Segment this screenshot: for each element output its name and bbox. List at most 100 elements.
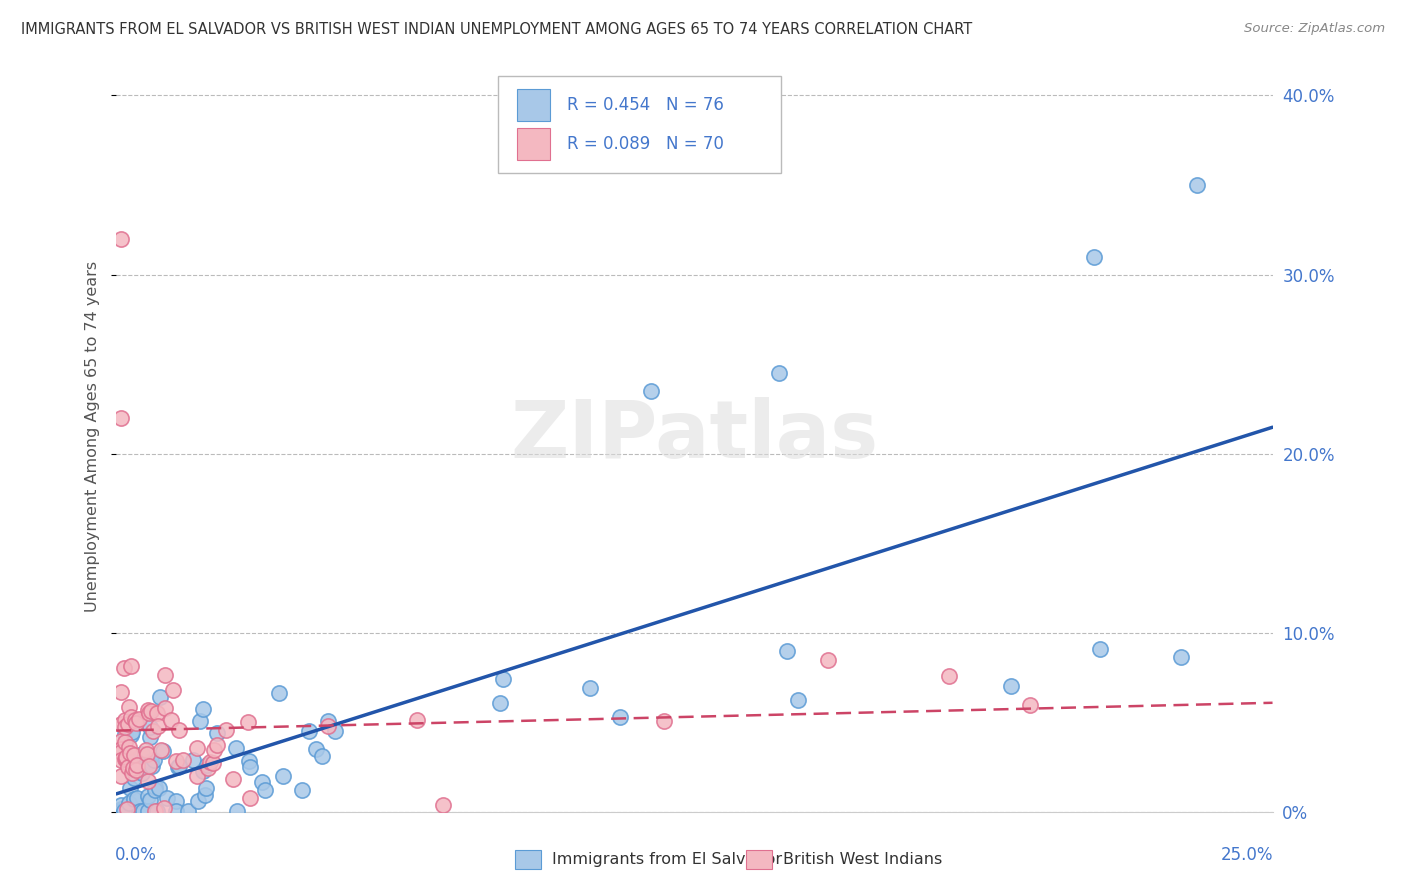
Point (143, 804, 166, 818)
Point (120, 659, 142, 673)
Point (110, 685, 132, 699)
Point (194, 788, 217, 802)
Point (138, 759, 160, 773)
Point (122, 792, 145, 806)
Point (165, 794, 187, 808)
Point (1185, 178, 1208, 192)
Point (316, 714, 339, 728)
Point (165, 804, 187, 818)
Point (186, 794, 208, 808)
Point (166, 760, 188, 774)
Point (112, 661, 135, 675)
Point (138, 804, 160, 818)
Point (146, 719, 169, 733)
Point (153, 801, 176, 815)
Point (120, 728, 142, 742)
Point (132, 804, 155, 818)
Text: ZIPatlas: ZIPatlas (510, 397, 879, 475)
Point (135, 747, 157, 762)
Point (153, 701, 176, 715)
Point (142, 753, 165, 767)
Point (114, 751, 136, 765)
Point (110, 804, 132, 818)
Point (159, 713, 181, 727)
Point (114, 727, 136, 741)
Point (118, 740, 141, 755)
Point (121, 725, 143, 739)
Point (1019, 698, 1042, 713)
Point (138, 792, 160, 806)
Point (239, 791, 262, 805)
Point (142, 724, 165, 739)
Point (146, 804, 169, 818)
Point (110, 798, 132, 813)
Text: 25.0%: 25.0% (1222, 847, 1274, 864)
Point (112, 804, 135, 818)
Point (817, 653, 839, 667)
Point (172, 753, 194, 767)
Point (1170, 650, 1192, 665)
Point (238, 754, 260, 768)
Point (110, 802, 132, 816)
Point (139, 704, 162, 718)
Point (195, 780, 218, 795)
Point (768, 366, 790, 380)
Point (654, 714, 676, 728)
Point (488, 696, 510, 710)
Point (1083, 250, 1105, 264)
Bar (747, 850, 772, 869)
Point (152, 744, 174, 758)
Point (127, 758, 149, 772)
Point (195, 757, 218, 772)
Point (492, 672, 515, 686)
Point (114, 735, 136, 749)
Point (141, 754, 163, 768)
Point (176, 804, 198, 818)
Point (122, 760, 145, 774)
Point (110, 717, 132, 731)
Point (114, 713, 136, 727)
Point (114, 752, 136, 766)
Point (214, 723, 236, 737)
Point (1088, 642, 1111, 657)
Point (200, 755, 222, 769)
Point (787, 692, 810, 706)
Point (124, 755, 146, 769)
Point (250, 775, 273, 789)
Point (125, 715, 148, 730)
Point (205, 739, 228, 753)
Text: Source: ZipAtlas.com: Source: ZipAtlas.com (1244, 22, 1385, 36)
Point (156, 790, 179, 805)
Point (149, 743, 172, 757)
Point (125, 764, 148, 778)
Point (938, 669, 960, 683)
Point (128, 712, 150, 726)
Text: IMMIGRANTS FROM EL SALVADOR VS BRITISH WEST INDIAN UNEMPLOYMENT AMONG AGES 65 TO: IMMIGRANTS FROM EL SALVADOR VS BRITISH W… (21, 22, 973, 37)
Point (131, 747, 153, 761)
Bar (515, 850, 541, 869)
Point (202, 743, 225, 757)
Point (110, 752, 132, 766)
Point (138, 774, 160, 789)
Point (127, 791, 149, 805)
Point (298, 723, 321, 738)
Point (201, 756, 224, 770)
Point (153, 668, 176, 682)
Point (120, 747, 142, 761)
Point (114, 720, 136, 734)
Point (316, 719, 339, 733)
Point (131, 766, 153, 780)
Point (167, 723, 190, 738)
Point (145, 706, 167, 720)
Point (165, 754, 187, 768)
Point (148, 781, 170, 796)
Point (225, 804, 247, 818)
Bar (517, 89, 550, 120)
Point (121, 766, 143, 780)
Point (136, 703, 159, 717)
Point (115, 802, 138, 816)
Text: Immigrants from El Salvador: Immigrants from El Salvador (553, 852, 782, 867)
Point (110, 769, 132, 783)
Point (222, 772, 245, 786)
Point (162, 682, 184, 697)
